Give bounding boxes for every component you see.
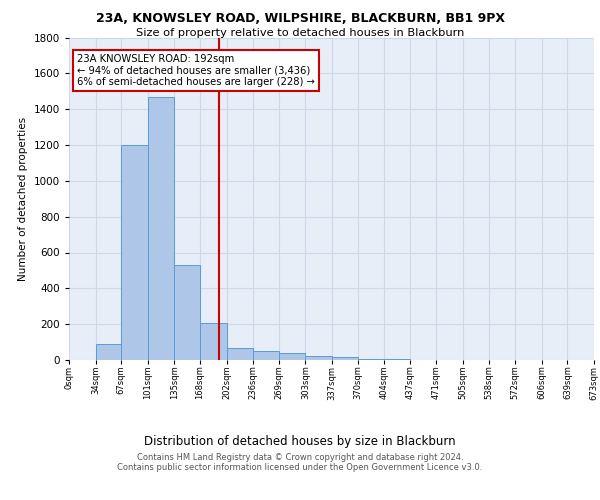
- Text: 23A KNOWSLEY ROAD: 192sqm
← 94% of detached houses are smaller (3,436)
6% of sem: 23A KNOWSLEY ROAD: 192sqm ← 94% of detac…: [77, 54, 314, 87]
- Bar: [332, 358, 358, 360]
- Text: Distribution of detached houses by size in Blackburn: Distribution of detached houses by size …: [144, 434, 456, 448]
- Text: Size of property relative to detached houses in Blackburn: Size of property relative to detached ho…: [136, 28, 464, 38]
- Bar: [279, 353, 305, 360]
- Bar: [227, 348, 253, 360]
- Bar: [95, 344, 121, 360]
- Bar: [358, 358, 384, 360]
- Bar: [175, 265, 200, 360]
- Text: Contains HM Land Registry data © Crown copyright and database right 2024.: Contains HM Land Registry data © Crown c…: [137, 454, 463, 462]
- Bar: [148, 96, 175, 360]
- Text: Contains public sector information licensed under the Open Government Licence v3: Contains public sector information licen…: [118, 464, 482, 472]
- Text: 23A, KNOWSLEY ROAD, WILPSHIRE, BLACKBURN, BB1 9PX: 23A, KNOWSLEY ROAD, WILPSHIRE, BLACKBURN…: [95, 12, 505, 26]
- Bar: [305, 356, 332, 360]
- Bar: [384, 359, 410, 360]
- Bar: [200, 324, 227, 360]
- Bar: [253, 352, 279, 360]
- Y-axis label: Number of detached properties: Number of detached properties: [18, 116, 28, 281]
- Bar: [121, 145, 148, 360]
